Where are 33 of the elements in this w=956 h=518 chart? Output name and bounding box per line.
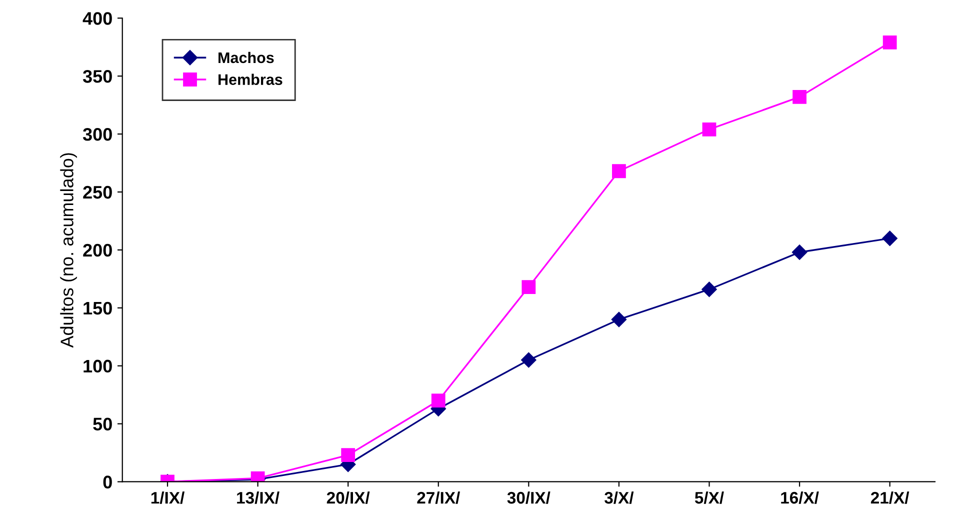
point xyxy=(611,312,627,328)
y-tick-label: 200 xyxy=(83,244,112,257)
point xyxy=(521,352,536,368)
x-tick-label: 5/X/ xyxy=(694,491,724,504)
y-tick-label: 300 xyxy=(82,128,112,141)
x-tick-label: 30/IX/ xyxy=(507,491,550,504)
x-tick-label: 20/IX/ xyxy=(326,491,370,504)
x-tick-label: 16/X/ xyxy=(781,491,819,504)
point xyxy=(702,122,716,136)
x-tick-label: 13/IX/ xyxy=(237,491,280,504)
point xyxy=(882,36,897,50)
point xyxy=(341,448,356,462)
y-tick-label: 0 xyxy=(103,476,112,488)
point xyxy=(882,230,898,246)
x-tick-label: 1/IX/ xyxy=(151,491,184,504)
legend-label: Machos xyxy=(218,52,274,64)
y-tick-label: 150 xyxy=(84,302,112,315)
x-tick-label: 21/X/ xyxy=(870,491,910,504)
point xyxy=(522,280,536,294)
y-tick-label: 250 xyxy=(83,186,112,199)
y-axis-title: Adultos (no. acumulado) xyxy=(60,153,77,348)
point xyxy=(612,164,626,178)
point xyxy=(792,244,808,260)
point xyxy=(792,90,806,104)
x-tick-label: 27/IX/ xyxy=(417,491,460,504)
point xyxy=(702,282,717,297)
y-tick-label: 400 xyxy=(82,12,112,25)
legend-label: Hembras xyxy=(218,74,282,85)
x-tick-label: 3/X/ xyxy=(604,491,634,504)
y-tick-label: 350 xyxy=(82,70,112,83)
y-tick-label: 50 xyxy=(93,418,112,431)
point xyxy=(431,394,446,408)
y-tick-label: 100 xyxy=(84,360,112,373)
